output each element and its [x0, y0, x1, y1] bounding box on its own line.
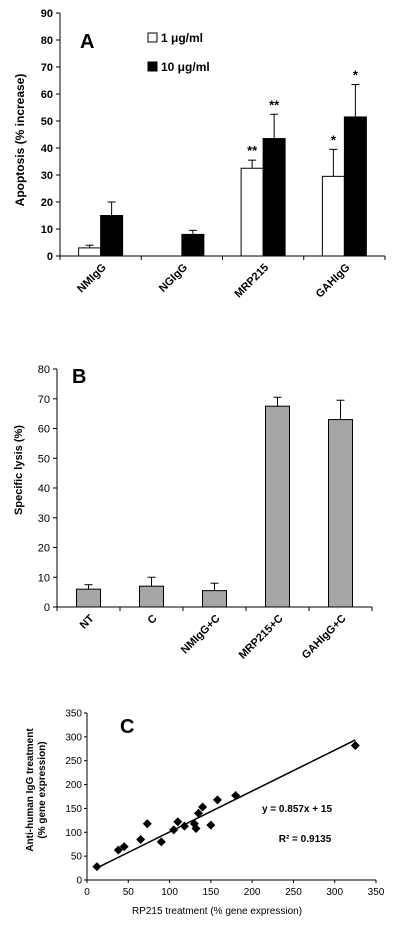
- significance-mark-a: **: [269, 97, 280, 112]
- data-point-c: [198, 802, 208, 812]
- trendline-equation: y = 0.857x + 15: [262, 804, 333, 815]
- bar-a: [78, 247, 102, 257]
- category-label-b: GAHIgG+C: [300, 613, 349, 662]
- bar-a: [343, 116, 367, 257]
- bar-a: [100, 215, 124, 257]
- data-point-c: [142, 819, 152, 829]
- y-tick-label-a: 60: [41, 89, 53, 101]
- category-label-b: NMIgG+C: [179, 613, 223, 657]
- y-tick-label-c: 250: [65, 756, 82, 767]
- data-point-c: [191, 823, 201, 833]
- y-tick-label-a: 50: [41, 116, 53, 128]
- x-tick-label-c: 0: [84, 887, 90, 898]
- y-tick-label-a: 30: [41, 170, 53, 182]
- chart-b-ylabel: Specific lysis (%): [13, 425, 25, 515]
- category-label-a: NGIgG: [157, 262, 190, 295]
- y-tick-label-b: 30: [38, 513, 50, 525]
- significance-mark-a: **: [247, 143, 258, 158]
- bar-a: [262, 138, 286, 257]
- chart-c-ylabel-line2: (% gene expression): [37, 741, 48, 838]
- legend-label-1ug: 1 μg/ml: [161, 31, 203, 45]
- x-tick-label-c: 200: [244, 887, 261, 898]
- y-tick-label-c: 50: [71, 852, 83, 863]
- legend-swatch-10ug: [147, 61, 158, 72]
- chart-c-xlabel: RP215 treatment (% gene expression): [132, 906, 302, 917]
- data-point-c: [193, 808, 203, 818]
- legend-label-10ug: 10 μg/ml: [161, 60, 210, 74]
- y-tick-label-a: 80: [41, 35, 53, 47]
- data-point-c: [156, 837, 166, 847]
- bar-a: [321, 175, 345, 257]
- bar-b: [76, 588, 101, 608]
- y-tick-label-a: 20: [41, 197, 53, 209]
- panel-label-c: C: [120, 716, 134, 738]
- x-tick-label-c: 100: [161, 887, 178, 898]
- bar-a: [240, 167, 264, 257]
- x-tick-label-c: 50: [123, 887, 135, 898]
- significance-mark-a: *: [353, 68, 359, 83]
- data-point-c: [179, 821, 189, 831]
- significance-mark-a: *: [331, 132, 337, 147]
- x-tick-label-c: 350: [368, 887, 385, 898]
- data-point-c: [206, 820, 216, 830]
- y-tick-label-c: 100: [65, 828, 82, 839]
- bar-b: [328, 419, 353, 608]
- y-tick-label-c: 350: [65, 709, 82, 720]
- y-tick-label-b: 70: [38, 394, 50, 406]
- category-label-b: MRP215+C: [237, 613, 286, 662]
- y-tick-label-c: 300: [65, 732, 82, 743]
- data-point-c: [212, 795, 222, 805]
- bar-b: [265, 405, 290, 608]
- r-squared: R² = 0.9135: [279, 834, 332, 845]
- category-label-a: NMIgG: [75, 262, 109, 296]
- y-tick-label-c: 200: [65, 780, 82, 791]
- y-tick-label-b: 50: [38, 453, 50, 465]
- category-label-b: C: [146, 613, 160, 627]
- data-point-c: [119, 842, 129, 852]
- y-tick-label-c: 0: [76, 876, 82, 887]
- data-point-c: [173, 817, 183, 827]
- x-tick-label-c: 300: [326, 887, 343, 898]
- data-point-c: [169, 825, 179, 835]
- y-tick-label-a: 10: [41, 224, 53, 236]
- y-tick-label-b: 40: [38, 483, 50, 495]
- trendline: [96, 739, 356, 869]
- chart-a: A Apoptosis (% increase) 1 μg/ml 10 μg/m…: [13, 8, 386, 301]
- bar-b: [139, 585, 164, 608]
- category-label-b: NT: [78, 612, 97, 631]
- y-tick-label-b: 60: [38, 424, 50, 436]
- data-point-c: [92, 862, 102, 872]
- legend-a: 1 μg/ml 10 μg/ml: [147, 31, 210, 74]
- x-tick-label-c: 150: [203, 887, 220, 898]
- panel-label-b: B: [72, 366, 86, 388]
- chart-a-ylabel: Apoptosis (% increase): [13, 74, 27, 207]
- y-tick-label-a: 40: [41, 143, 53, 155]
- data-point-c: [136, 834, 146, 844]
- data-point-c: [350, 740, 360, 750]
- y-tick-label-a: 90: [41, 8, 53, 20]
- data-point-c: [113, 845, 123, 855]
- chart-c: C Anti-human IgG treatment (% gene expre…: [25, 709, 385, 918]
- y-tick-label-c: 150: [65, 804, 82, 815]
- data-point-c: [231, 791, 241, 801]
- panel-label-a: A: [80, 31, 94, 53]
- bar-b: [202, 590, 227, 608]
- y-tick-label-a: 70: [41, 62, 53, 74]
- x-tick-label-c: 250: [285, 887, 302, 898]
- category-label-a: GAHIgG: [314, 262, 353, 301]
- y-tick-label-b: 10: [38, 572, 50, 584]
- y-tick-label-b: 20: [38, 543, 50, 555]
- bar-a: [181, 233, 205, 257]
- category-label-a: MRP215: [232, 262, 271, 301]
- y-tick-label-b: 0: [44, 602, 50, 614]
- y-tick-label-a: 0: [47, 251, 53, 263]
- y-tick-label-b: 80: [38, 364, 50, 376]
- chart-b: B Specific lysis (%) 0 10 20 30 40 50 60 70 80 NT…: [13, 364, 373, 662]
- chart-c-ylabel-line1: Anti-human IgG treatment: [25, 728, 36, 852]
- legend-swatch-1ug: [147, 32, 158, 43]
